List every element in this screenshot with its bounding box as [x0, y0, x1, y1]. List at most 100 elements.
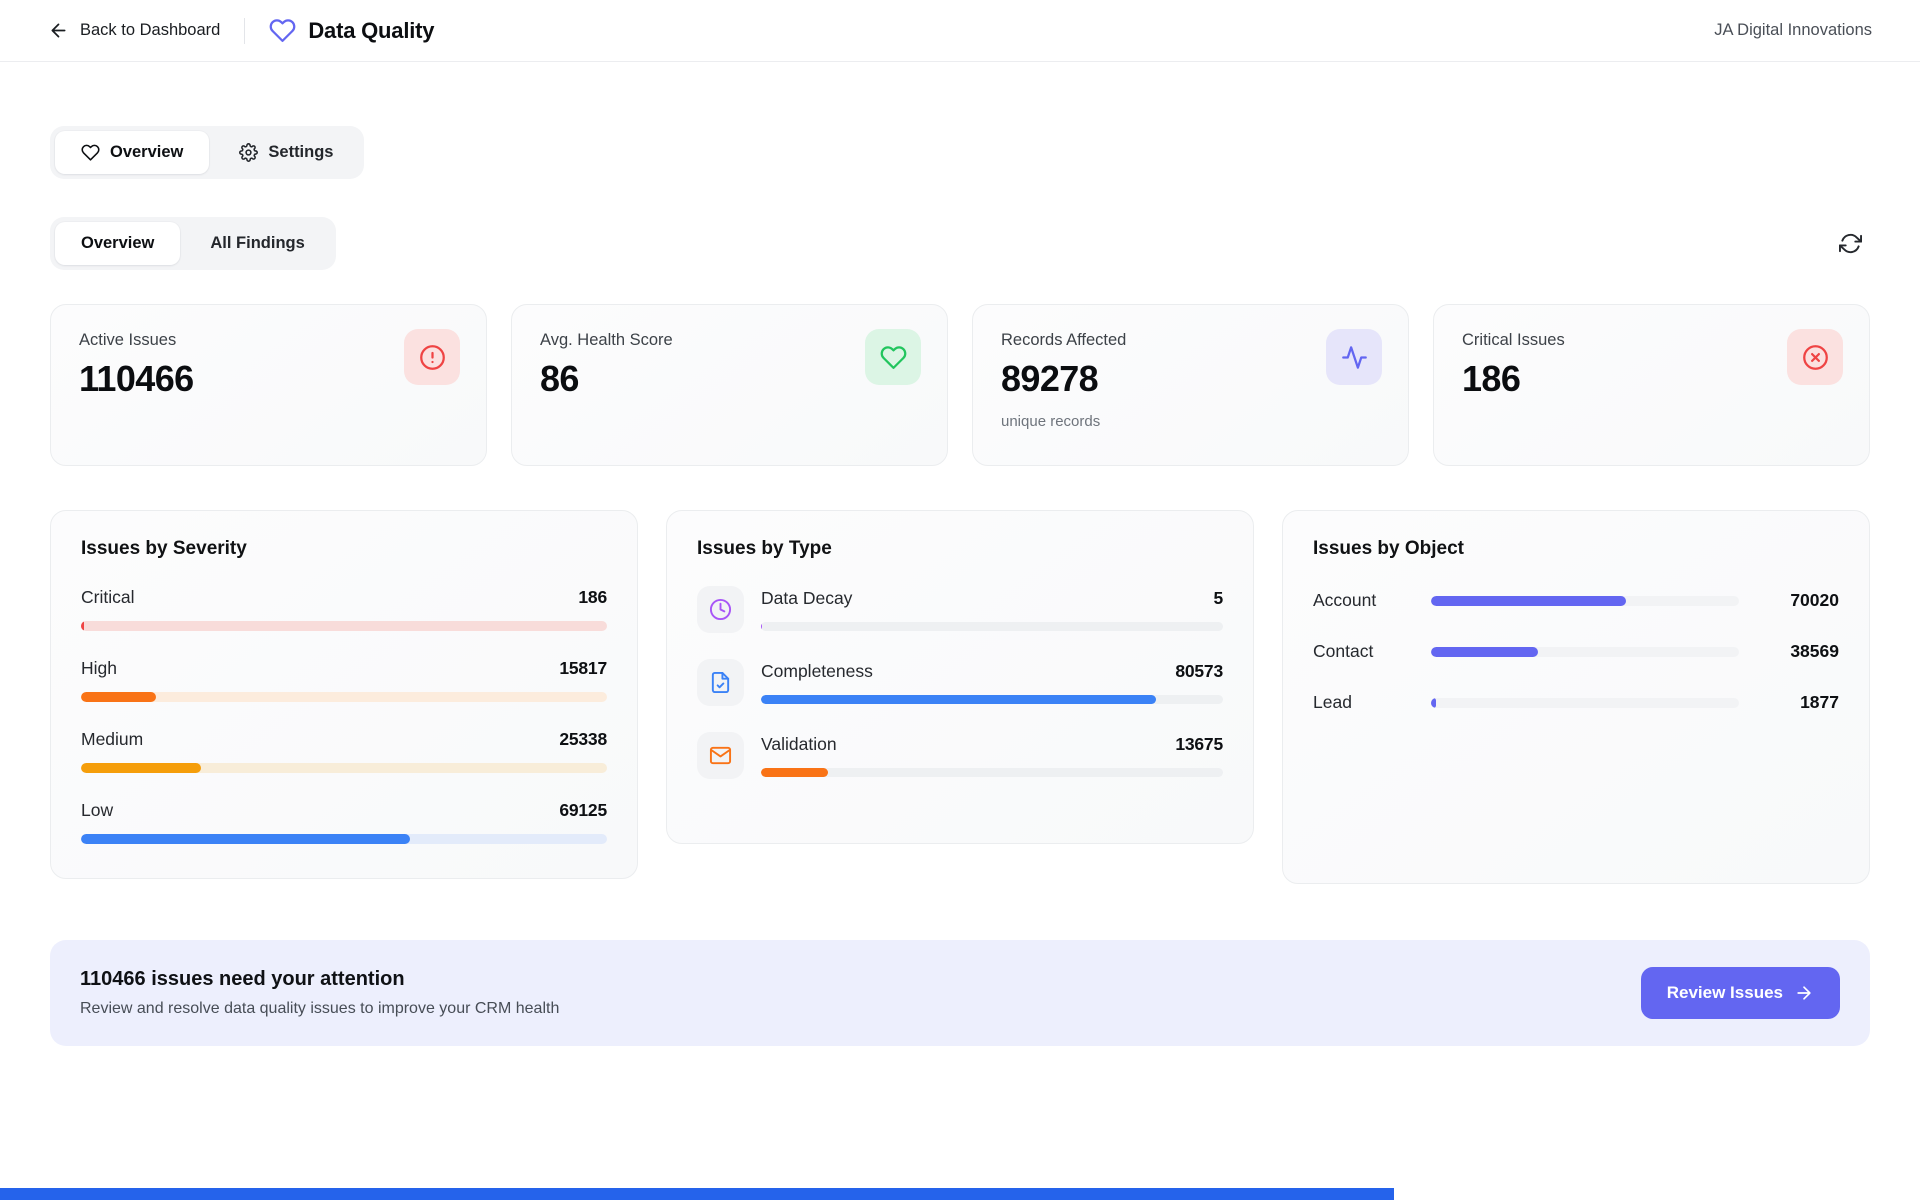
tab-overview-secondary-label: Overview	[81, 234, 155, 252]
tab-settings-label: Settings	[268, 143, 334, 161]
progress-fill	[81, 763, 202, 773]
panel-title: Issues by Severity	[81, 538, 247, 559]
primary-tab-group: Overview Settings	[50, 126, 365, 179]
severity-row-high: High 15817	[81, 658, 607, 702]
type-label: Validation	[761, 734, 837, 754]
back-to-dashboard-button[interactable]: Back to Dashboard	[48, 20, 220, 41]
object-value: 70020	[1790, 590, 1839, 610]
severity-row-critical: Critical 186	[81, 587, 607, 631]
stat-label: Records Affected	[1001, 331, 1127, 349]
object-label: Lead	[1313, 692, 1352, 712]
object-row-account: Account 70020	[1313, 590, 1839, 611]
heart-icon	[269, 17, 296, 44]
tab-overview[interactable]: Overview	[55, 131, 210, 174]
stat-label: Critical Issues	[1462, 331, 1565, 349]
bottom-blue-bar	[0, 1188, 1394, 1200]
tab-settings[interactable]: Settings	[213, 131, 359, 174]
severity-label: Medium	[81, 729, 144, 749]
issues-by-object-panel: Issues by Object Account 70020 Contact 3…	[1282, 510, 1870, 884]
issues-by-severity-panel: Issues by Severity Critical 186 High 158…	[50, 510, 638, 879]
stat-card-records-affected: Records Affected 89278 unique records	[972, 304, 1409, 466]
type-row-data-decay: Data Decay 5	[697, 586, 1223, 633]
progress-track	[81, 834, 607, 844]
progress-fill	[1431, 595, 1627, 606]
tab-all-findings[interactable]: All Findings	[184, 222, 330, 265]
panel-title: Issues by Object	[1313, 538, 1465, 559]
progress-fill	[761, 768, 828, 777]
type-value: 5	[1213, 588, 1223, 608]
object-label: Account	[1313, 590, 1377, 610]
progress-track	[1431, 646, 1739, 657]
progress-fill	[1431, 646, 1538, 657]
page-title: Data Quality	[308, 17, 435, 43]
stat-value: 110466	[79, 358, 194, 399]
attention-banner: 110466 issues need your attention Review…	[50, 940, 1870, 1046]
object-row-contact: Contact 38569	[1313, 641, 1839, 662]
type-value: 80573	[1175, 661, 1223, 681]
top-header: Back to Dashboard Data Quality JA Digita…	[0, 0, 1920, 62]
secondary-tab-group: Overview All Findings	[50, 217, 336, 270]
stat-value: 89278	[1001, 358, 1099, 399]
heart-icon	[865, 329, 921, 385]
type-label: Data Decay	[761, 588, 853, 608]
severity-value: 15817	[559, 658, 607, 678]
severity-value: 25338	[559, 729, 607, 749]
file-check-icon	[697, 659, 744, 706]
back-label: Back to Dashboard	[80, 21, 221, 39]
severity-value: 186	[578, 587, 607, 607]
severity-label: High	[81, 658, 117, 678]
object-value: 38569	[1790, 641, 1839, 661]
banner-text: 110466 issues need your attention Review…	[80, 968, 559, 1018]
type-value: 13675	[1175, 734, 1223, 754]
org-name: JA Digital Innovations	[1714, 21, 1872, 39]
refresh-button[interactable]	[1830, 224, 1870, 264]
progress-fill	[761, 695, 1156, 704]
review-issues-button[interactable]: Review Issues	[1640, 967, 1840, 1019]
type-row-completeness: Completeness 80573	[697, 659, 1223, 706]
object-row-lead: Lead 1877	[1313, 692, 1839, 713]
activity-icon	[1326, 329, 1382, 385]
alert-circle-icon	[404, 329, 460, 385]
x-circle-icon	[1787, 329, 1843, 385]
clock-icon	[697, 586, 744, 633]
arrow-right-icon	[1794, 983, 1814, 1003]
progress-track	[81, 763, 607, 773]
issues-by-type-panel: Issues by Type Data Decay 5	[666, 510, 1254, 844]
stat-label: Avg. Health Score	[540, 331, 673, 349]
arrow-left-icon	[48, 20, 69, 41]
object-value: 1877	[1800, 692, 1839, 712]
mail-icon	[697, 732, 744, 779]
severity-row-medium: Medium 25338	[81, 729, 607, 773]
stat-value: 86	[540, 358, 579, 399]
refresh-icon	[1838, 232, 1862, 255]
heart-icon	[81, 143, 100, 162]
banner-title: 110466 issues need your attention	[80, 968, 405, 990]
type-label: Completeness	[761, 661, 873, 681]
severity-label: Critical	[81, 587, 135, 607]
tab-overview-label: Overview	[110, 143, 184, 161]
header-divider	[244, 17, 246, 44]
gear-icon	[239, 143, 259, 162]
severity-value: 69125	[559, 800, 607, 820]
stat-sublabel: unique records	[1001, 413, 1101, 430]
severity-row-low: Low 69125	[81, 800, 607, 844]
tab-all-findings-label: All Findings	[210, 234, 305, 252]
panel-title: Issues by Type	[697, 538, 832, 559]
stat-card-health-score: Avg. Health Score 86	[511, 304, 948, 466]
progress-track	[1431, 697, 1739, 708]
object-label: Contact	[1313, 641, 1374, 661]
progress-track	[1431, 595, 1739, 606]
progress-fill	[81, 621, 84, 631]
progress-track	[81, 621, 607, 631]
progress-fill	[1431, 697, 1436, 708]
progress-track	[761, 768, 1223, 777]
stat-card-critical-issues: Critical Issues 186	[1433, 304, 1870, 466]
stat-cards-row: Active Issues 110466 Avg. Health Score 8…	[50, 304, 1870, 466]
progress-track	[761, 695, 1223, 704]
tab-overview-secondary[interactable]: Overview	[55, 222, 181, 265]
type-row-validation: Validation 13675	[697, 732, 1223, 779]
review-issues-label: Review Issues	[1666, 983, 1783, 1002]
progress-fill	[761, 622, 762, 631]
stat-value: 186	[1462, 358, 1521, 399]
progress-fill	[81, 834, 411, 844]
